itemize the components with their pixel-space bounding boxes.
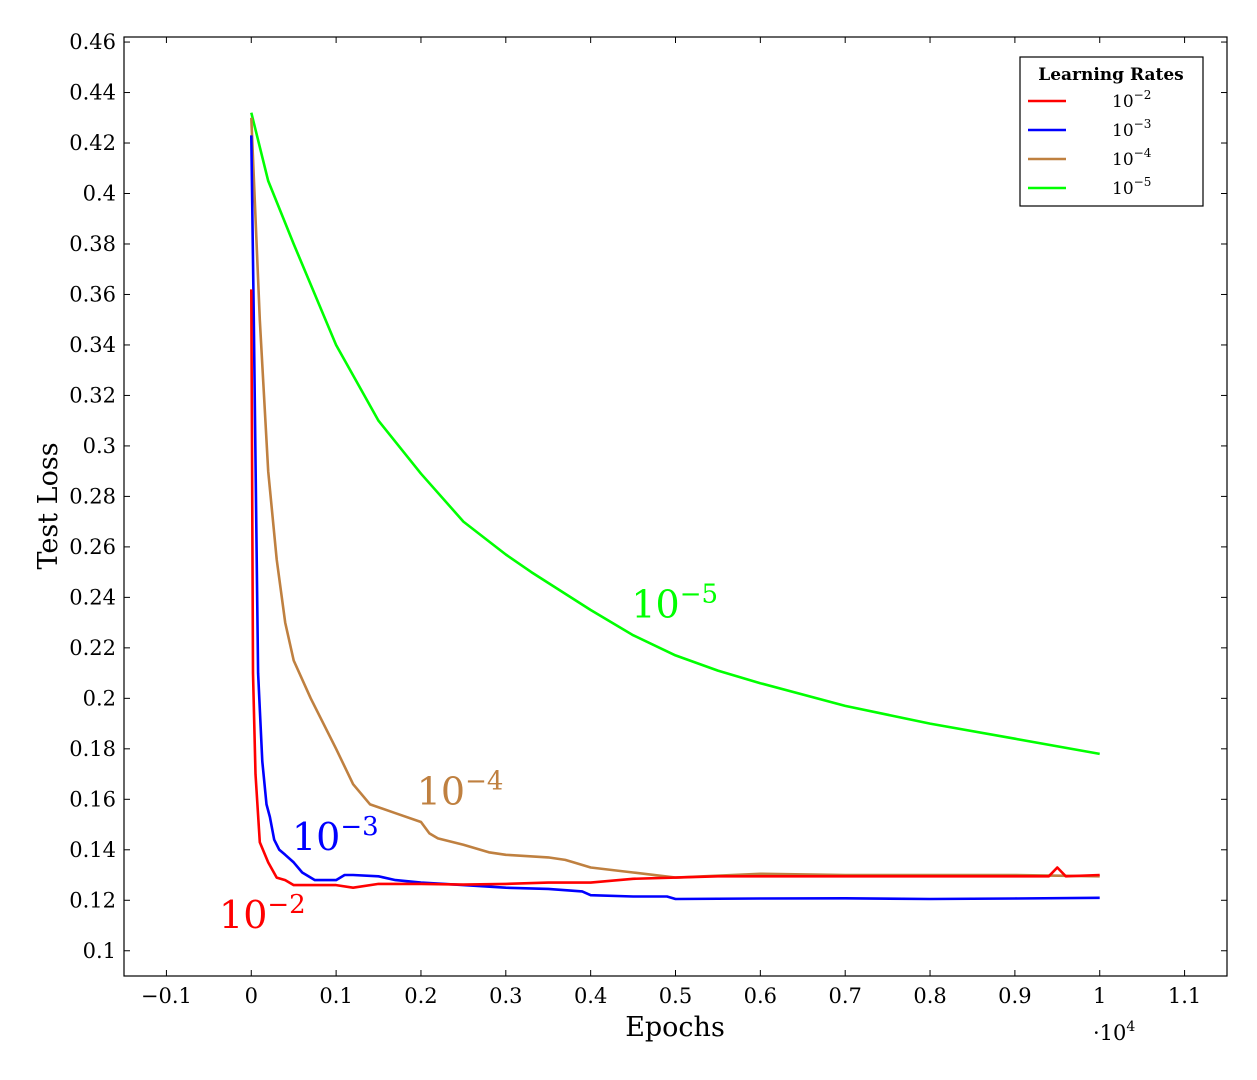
legend: Learning Rates 10−2 10−3 10−4 10−5 (1019, 56, 1204, 207)
y-tick-label: 0.38 (69, 232, 116, 256)
x-tick-label: −0.1 (141, 984, 192, 1008)
series-line-1 (250, 135, 1100, 901)
x-axis-label: Epochs (625, 1012, 725, 1043)
series-annotation-1: 10−3 (292, 812, 379, 859)
y-tick-label: 0.12 (69, 888, 116, 912)
series-line-0 (250, 289, 1100, 890)
x-tick-label: 0.8 (913, 984, 946, 1008)
series-annotation-2: 10−4 (417, 766, 504, 813)
annotation-layer: 10−2 10−3 10−4 10−5 (219, 580, 718, 937)
x-tick-label: 0.5 (659, 984, 692, 1008)
y-tick-label: 0.32 (69, 383, 116, 407)
y-tick-label: 0.28 (69, 484, 116, 508)
x-tick-label: 0.1 (319, 984, 352, 1008)
y-tick-label: 0.24 (69, 585, 116, 609)
x-tick-label: 1.1 (1168, 984, 1201, 1008)
legend-label: 10−3 (1112, 117, 1151, 141)
y-axis: 0.1 0.12 0.14 0.16 0.18 0.2 0.22 0.24 0.26 0.28 0.… (69, 30, 1227, 963)
y-tick-label: 0.16 (69, 787, 116, 811)
y-tick-label: 0.18 (69, 737, 116, 761)
legend-label: 10−4 (1112, 146, 1152, 170)
series-annotation-0: 10−2 (219, 890, 306, 937)
series-annotation-3: 10−5 (631, 580, 718, 627)
y-tick-label: 0.46 (69, 30, 116, 54)
x-tick-label: 0.4 (574, 984, 607, 1008)
y-tick-label: 0.22 (69, 636, 116, 660)
x-tick-label: 0.2 (404, 984, 437, 1008)
x-tick-label: 0.7 (828, 984, 861, 1008)
y-tick-label: 0.44 (69, 81, 116, 105)
legend-label: 10−2 (1112, 88, 1151, 112)
y-tick-label: 0.42 (69, 131, 116, 155)
y-tick-label: 0.1 (83, 939, 116, 963)
x-tick-label: 0.9 (998, 984, 1031, 1008)
y-tick-label: 0.34 (69, 333, 116, 357)
x-multiplier: ·104 (1093, 1019, 1135, 1045)
x-tick-label: 0.3 (489, 984, 522, 1008)
legend-title: Learning Rates (1038, 65, 1184, 85)
y-tick-label: 0.3 (83, 434, 116, 458)
series-layer (250, 112, 1100, 901)
series-line-3 (250, 112, 1100, 756)
legend-label: 10−5 (1112, 175, 1151, 199)
y-tick-label: 0.26 (69, 535, 116, 559)
x-tick-label: 1 (1093, 984, 1106, 1008)
x-tick-label: 0 (245, 984, 258, 1008)
y-axis-label: Test Loss (33, 442, 64, 569)
y-tick-label: 0.4 (83, 182, 116, 206)
y-tick-label: 0.14 (69, 838, 116, 862)
legend-box (1019, 56, 1204, 207)
x-tick-label: 0.6 (744, 984, 777, 1008)
x-axis: −0.1 0 0.1 0.2 0.3 0.4 0.5 0.6 0.7 0.8 0.9 1 1.1 (141, 37, 1201, 1008)
y-tick-label: 0.2 (83, 686, 116, 710)
y-tick-label: 0.36 (69, 282, 116, 306)
legend-entries: 10−2 10−3 10−4 10−5 (1028, 88, 1152, 199)
series-line-2 (250, 117, 1100, 879)
